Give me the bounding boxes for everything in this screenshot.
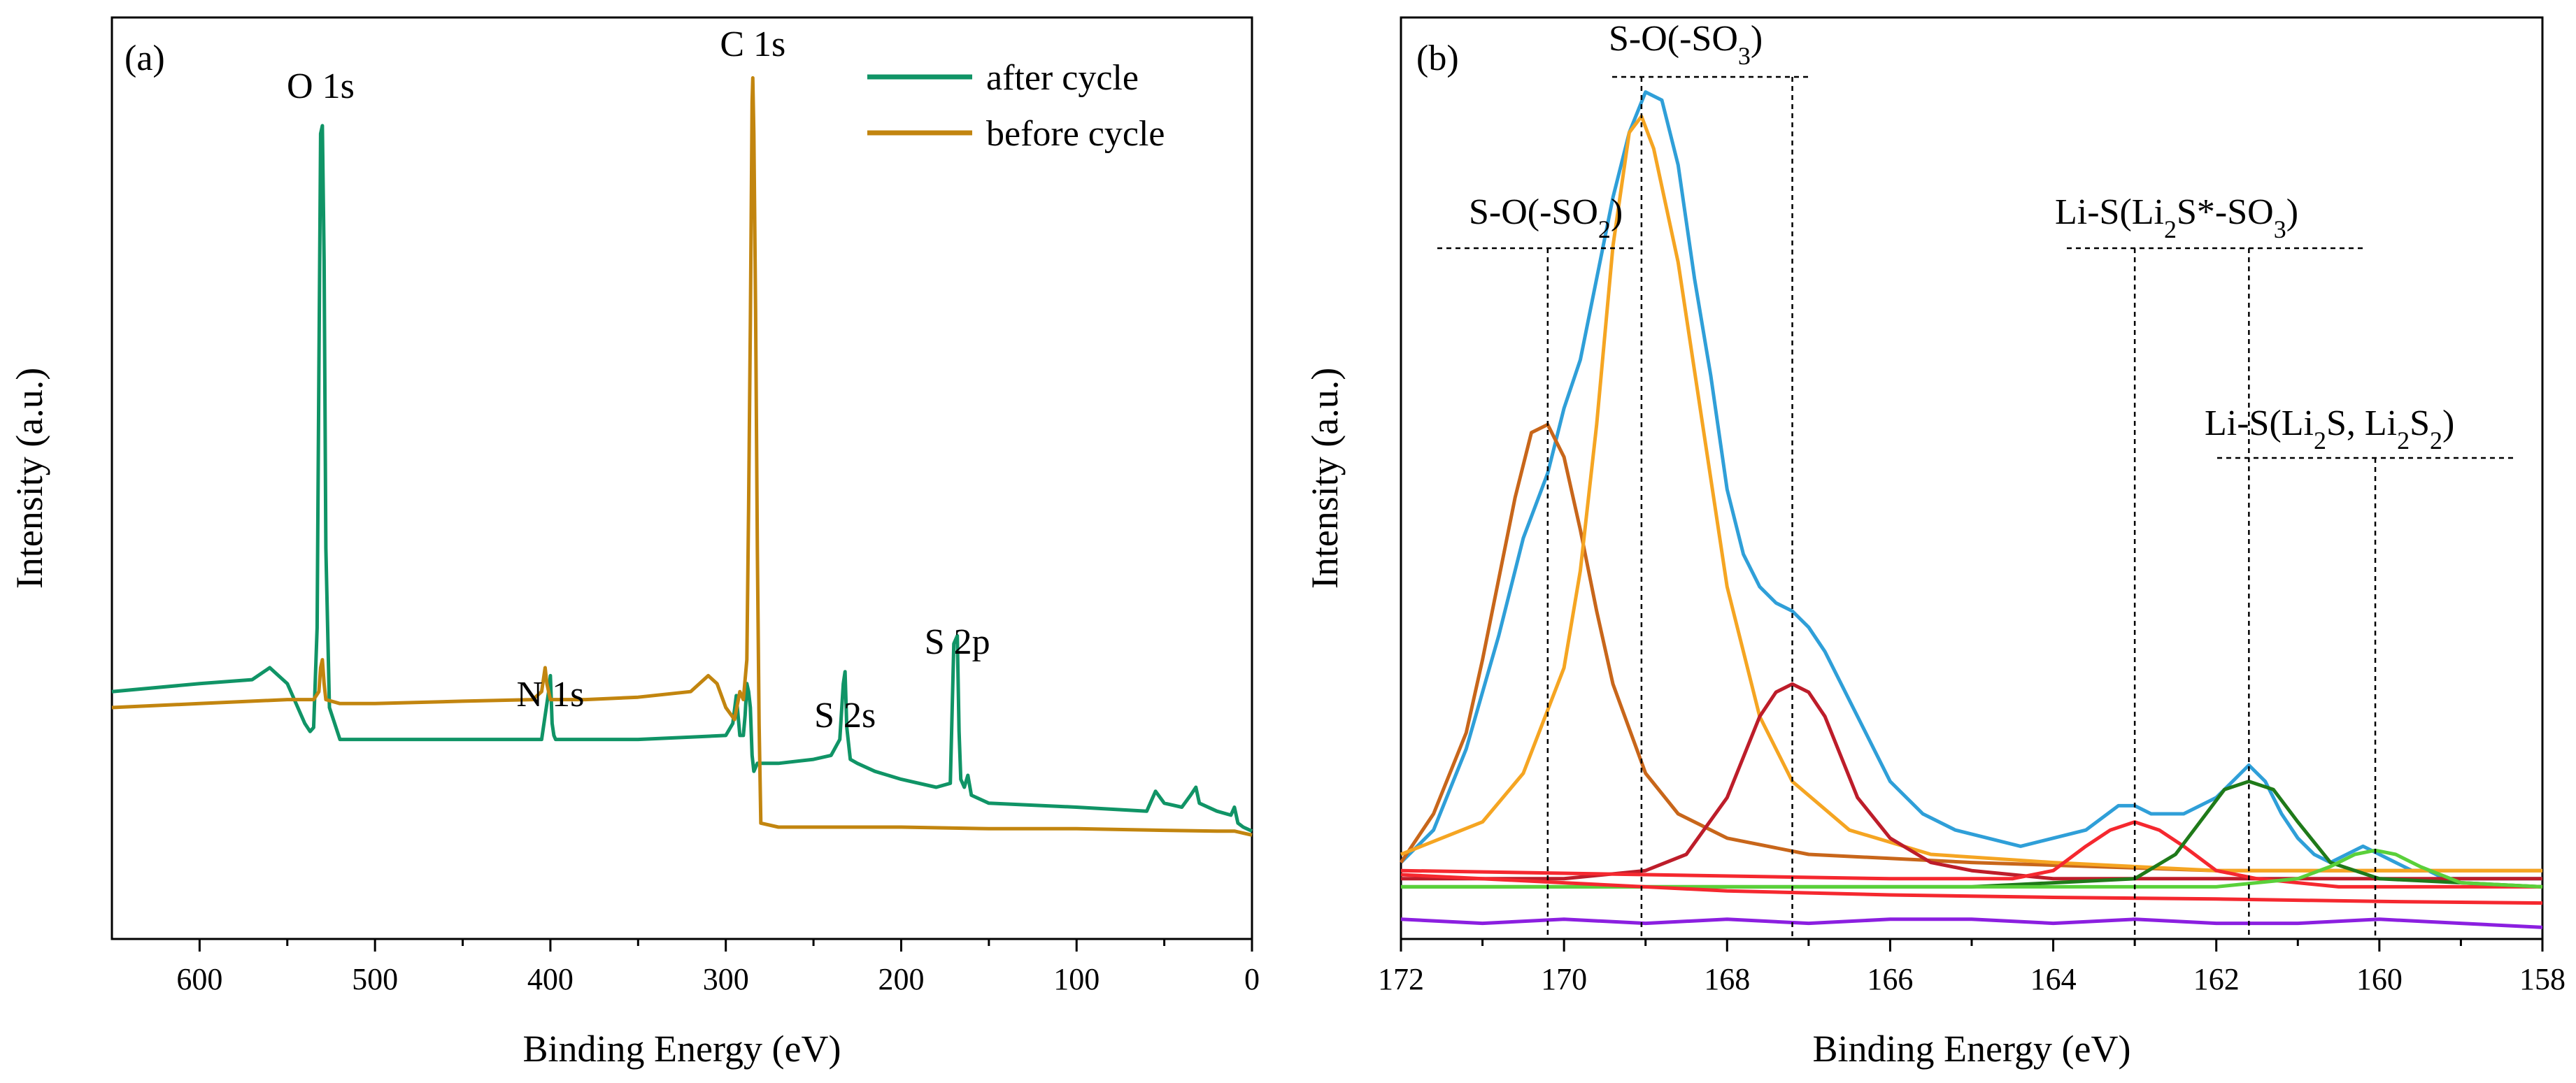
annotation-label: S-O(-SO2) [1469,192,1623,243]
panel-b-x-ticks: 172 170 168 166 164 162 160 158 [1378,939,2566,996]
series-li2s-so3-161-6-ev [1401,780,2543,889]
peak-label-n-1s: N 1s [517,675,585,715]
series-background [1400,873,2543,905]
panel-a-y-axis-title: Intensity (a.u.) [8,368,50,589]
x-tick-label-166: 166 [1867,962,1913,996]
panel-a-label: (a) [124,38,165,78]
x-tick-label-162: 162 [2193,962,2240,996]
legend-label-after-cycle: after cycle [986,58,1139,98]
legend: after cycle before cycle [867,58,1165,154]
panel-b: (b) 172 170 168 166 164 162 160 158 S-O(-SO2)S-… [1304,16,2566,1070]
annotation-2: S-O(-SO3) [1609,19,1812,939]
panel-a: (a) 600 500 400 300 200 100 0 O 1s N 1s C 1s S 2s… [8,16,1260,1070]
panel-b-y-axis-title: Intensity (a.u.) [1304,368,1346,589]
series-before-cycle [111,76,1253,837]
x-tick-label-300: 300 [703,962,749,996]
x-tick-label-0: 0 [1244,962,1260,996]
legend-label-before-cycle: before cycle [986,114,1165,154]
panel-a-frame [111,16,1253,940]
panel-a-x-axis-title: Binding Energy (eV) [523,1028,841,1070]
x-tick-label-600: 600 [176,962,222,996]
x-tick-label-400: 400 [527,962,574,996]
series-s-o-so3-169-05-ev [1400,114,2542,873]
x-tick-label-500: 500 [352,962,398,996]
peak-label-o-1s: O 1s [287,66,355,106]
annotation-label: S-O(-SO3) [1609,19,1763,70]
x-tick-label-168: 168 [1704,962,1750,996]
x-tick-label-172: 172 [1378,962,1424,996]
series-s-o-so2-170-2-ev [1399,422,2542,873]
panel-b-frame [1400,16,2544,940]
panel-b-x-axis-title: Binding Energy (eV) [1813,1028,2131,1070]
series-after-cycle-baseline [1400,917,2543,929]
panel-a-peak-labels: O 1s N 1s C 1s S 2s S 2p [287,24,990,736]
series-after-cycle [111,124,1253,833]
annotation-label: Li-S(Li2S, Li2S2) [2205,403,2454,454]
x-tick-label-100: 100 [1053,962,1100,996]
panel-a-x-ticks: 600 500 400 300 200 100 0 [176,939,1260,996]
annotation-4: Li-S(Li2S, Li2S2) [2205,403,2514,939]
x-tick-label-200: 200 [878,962,924,996]
peak-label-s-2p: S 2p [925,622,990,662]
panel-b-annotations: S-O(-SO2) S-O(-SO3) Li-S(Li2S*-SO3) Li-S(Li… [1437,19,2514,939]
peak-label-s-2s: S 2s [814,696,876,736]
x-tick-label-164: 164 [2030,962,2077,996]
x-tick-label-170: 170 [1541,962,1587,996]
annotation-3: Li-S(Li2S*-SO3) [2055,192,2364,939]
annotation-label: Li-S(Li2S*-SO3) [2055,192,2298,243]
annotation-1: S-O(-SO2) [1437,192,1633,939]
x-tick-label-160: 160 [2356,962,2403,996]
series-li2s-li2s2-160-05-ev [1401,848,2543,889]
x-tick-label-158: 158 [2519,962,2566,996]
peak-label-c-1s: C 1s [720,24,785,64]
series-raw-spectrum [1400,90,2542,881]
panel-a-series [111,76,1253,837]
panel-b-label: (b) [1416,38,1459,78]
series-s-o-so3-167-2-ev [1401,682,2542,881]
